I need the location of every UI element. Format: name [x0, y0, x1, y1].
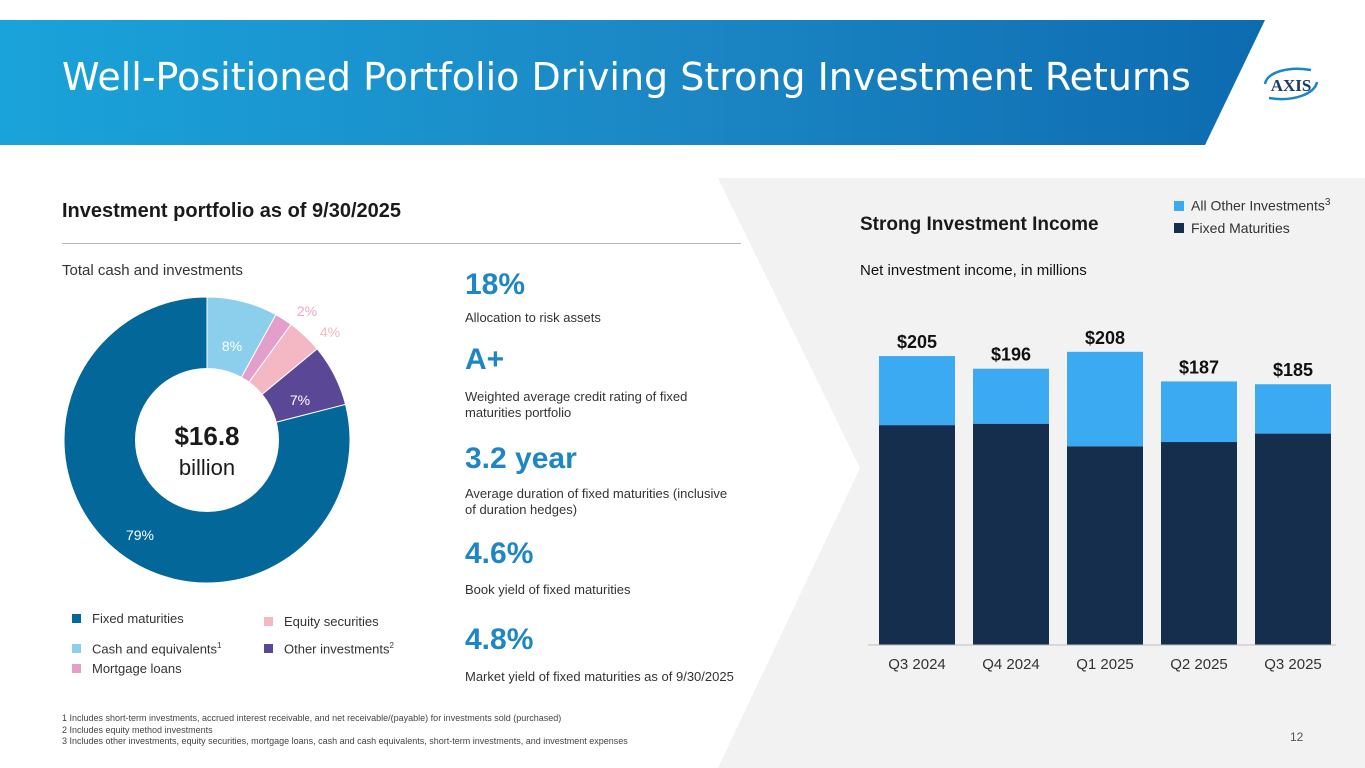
- legend-label: Fixed Maturities: [1191, 220, 1290, 236]
- legend-equity-securities: Equity securities: [264, 614, 379, 630]
- slice-label-mortgage: 2%: [297, 303, 317, 319]
- legend-fixed-maturities: Fixed maturities: [72, 611, 184, 627]
- bar-all-other-investments-q1-2025: [1067, 351, 1143, 447]
- x-tick-label: Q2 2025: [1170, 656, 1228, 673]
- bar-total-label: $185: [1273, 360, 1313, 380]
- stat-market-yield: 4.8%: [465, 623, 534, 656]
- donut-hole: [135, 368, 279, 512]
- stat-credit-rating-desc: Weighted average credit rating of fixed …: [465, 389, 688, 420]
- portfolio-section-title: Investment portfolio as of 9/30/2025: [62, 200, 401, 222]
- bar-all-other-investments-q3-2025: [1255, 384, 1331, 434]
- slice-label-cash: 8%: [222, 338, 242, 354]
- legend-label: Mortgage loans: [92, 661, 182, 676]
- donut-center-value: $16.8: [174, 421, 239, 451]
- stat-book-yield-desc: Book yield of fixed maturities: [465, 582, 631, 597]
- x-tick-label: Q4 2024: [982, 656, 1040, 673]
- legend-mortgage-loans: Mortgage loans: [72, 661, 182, 677]
- stat-book-yield: 4.6%: [465, 537, 534, 570]
- legend-fixed-maturities-bar: Fixed Maturities: [1174, 219, 1290, 237]
- footnote-ref: 1: [217, 641, 222, 650]
- legend-swatch: [264, 644, 273, 654]
- legend-label: Cash and equivalents: [92, 641, 218, 657]
- page-number: 12: [1290, 730, 1304, 744]
- bar-total-label: $208: [1085, 328, 1125, 348]
- stat-duration-desc: Average duration of fixed maturities (in…: [465, 486, 728, 517]
- slice-label-equity: 4%: [320, 324, 340, 340]
- slice-label-other: 7%: [290, 392, 310, 408]
- legend-swatch: [72, 614, 81, 623]
- legend-swatch: [72, 644, 81, 654]
- section-divider: [62, 243, 741, 244]
- x-tick-label: Q1 2025: [1076, 656, 1134, 673]
- legend-swatch: [72, 664, 81, 673]
- bar-total-label: $205: [897, 332, 937, 352]
- legend-label: Other investments: [284, 641, 390, 657]
- bar-all-other-investments-q4-2024: [973, 368, 1049, 424]
- legend-label: Fixed maturities: [92, 611, 184, 626]
- portfolio-donut-chart: $16.8 billion 8% 2% 4% 7% 79%: [63, 296, 351, 584]
- legend-cash-equivalents: Cash and equivalents1: [72, 638, 222, 657]
- bar-all-other-investments-q2-2025: [1161, 381, 1237, 443]
- page-title: Well-Positioned Portfolio Driving Strong…: [62, 55, 1191, 99]
- stat-risk-allocation-desc: Allocation to risk assets: [465, 310, 601, 325]
- footnote-ref: 3: [1324, 197, 1331, 208]
- legend-all-other-investments: All Other Investments3: [1174, 194, 1331, 214]
- footnote-3: 3 Includes other investments, equity sec…: [62, 736, 628, 746]
- logo-text: AXIS: [1271, 76, 1312, 95]
- legend-swatch: [264, 617, 273, 626]
- x-tick-label: Q3 2025: [1264, 656, 1322, 673]
- stat-credit-rating: A+: [465, 343, 505, 376]
- bar-total-label: $196: [991, 345, 1031, 365]
- bar-fixed-maturities-q3-2024: [879, 425, 955, 645]
- footnote-1: 1 Includes short-term investments, accru…: [62, 713, 562, 723]
- bar-fixed-maturities-q3-2025: [1255, 433, 1331, 645]
- donut-center-unit: billion: [179, 455, 235, 480]
- bar-fixed-maturities-q1-2025: [1067, 446, 1143, 645]
- bar-fixed-maturities-q4-2024: [973, 423, 1049, 645]
- x-tick-label: Q3 2024: [888, 656, 946, 673]
- legend-label: Equity securities: [284, 614, 379, 629]
- header-banner: [0, 20, 1265, 145]
- legend-swatch: [1174, 200, 1184, 211]
- stat-duration: 3.2 year: [465, 442, 577, 475]
- legend-swatch: [1174, 223, 1184, 233]
- legend-label: All Other Investments: [1191, 197, 1325, 214]
- portfolio-subtitle: Total cash and investments: [62, 262, 243, 279]
- footnotes: 1 Includes short-term investments, accru…: [62, 713, 628, 748]
- axis-logo: AXIS: [1263, 67, 1319, 101]
- stat-risk-allocation: 18%: [465, 268, 526, 301]
- income-chart-subtitle: Net investment income, in millions: [860, 262, 1087, 279]
- bar-fixed-maturities-q2-2025: [1161, 442, 1237, 645]
- bar-total-label: $187: [1179, 357, 1219, 377]
- legend-other-investments: Other investments2: [264, 638, 394, 657]
- income-chart-title: Strong Investment Income: [860, 214, 1099, 235]
- stat-market-yield-desc: Market yield of fixed maturities as of 9…: [465, 669, 734, 684]
- investment-income-bar-chart: $205 Q3 2024 $196 Q4 2024 $208 Q1 2025 $187 Q2 …: [868, 328, 1336, 673]
- footnote-2: 2 Includes equity method investments: [62, 724, 213, 735]
- slice-label-fixed: 79%: [126, 527, 154, 543]
- footnote-ref: 2: [389, 641, 394, 650]
- bar-all-other-investments-q3-2024: [879, 356, 955, 426]
